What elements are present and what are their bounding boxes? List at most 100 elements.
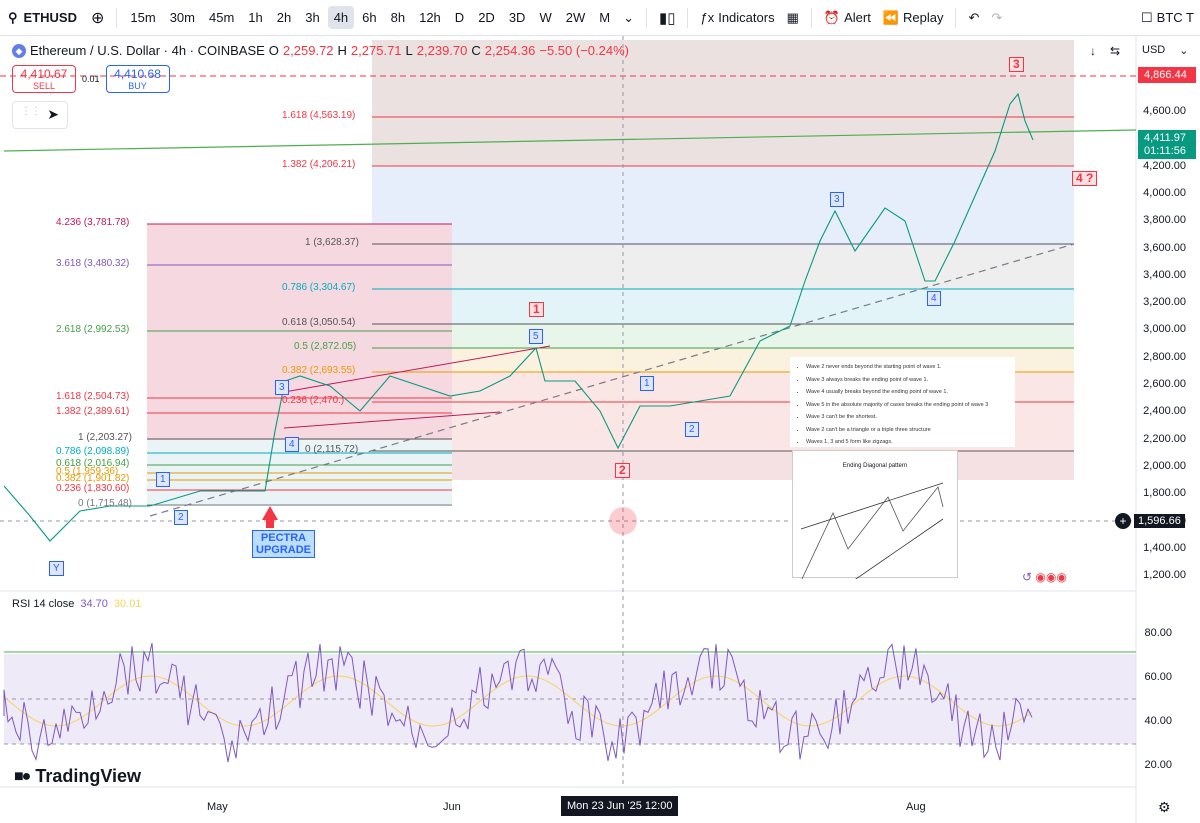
alert-button[interactable]: ⏰ Alert (818, 6, 877, 30)
wave-1b-marker[interactable]: 1 (640, 376, 654, 391)
interval-1h[interactable]: 1h (248, 10, 263, 25)
rsi-axis-label: 20.00 (1144, 759, 1172, 771)
interval-15m[interactable]: 15m (130, 10, 156, 25)
last-price-tag: 4,411.97 (1138, 130, 1196, 146)
divider (687, 7, 689, 28)
price-axis-label: 2,400.00 (1143, 405, 1186, 418)
replay-button[interactable]: ⏪ Replay (877, 6, 950, 30)
rsi-axis-label: 40.00 (1144, 715, 1172, 727)
fib-mid-label: 0.786 (3,304.67) (282, 282, 356, 293)
interval-45m[interactable]: 45m (208, 10, 235, 25)
wave-y-marker[interactable]: Y (49, 561, 64, 576)
wave-4-marker[interactable]: 4 (285, 437, 299, 452)
add-alert-icon[interactable]: + (1115, 513, 1131, 529)
legend-change: −5.50 (−0.24%) (539, 43, 629, 58)
fib-mid-label: 0.618 (3,050.54) (282, 317, 356, 328)
fib-left-label: 0.5 (1,959.36) (56, 466, 119, 477)
interval-12h[interactable]: 12h (419, 10, 441, 25)
left-fib-lines (147, 223, 452, 506)
indicators-button[interactable]: ƒx Indicators (694, 6, 780, 29)
sell-price: 4,410.67 (20, 67, 68, 81)
wave-big-2-marker[interactable]: 2 (615, 463, 630, 478)
compare-symbol-button[interactable]: ☐ BTC T (1135, 6, 1200, 30)
redo-icon[interactable]: ↷ (991, 9, 1003, 25)
price-axis-label: 2,000.00 (1143, 459, 1186, 472)
collapse-arrow-icon[interactable]: ↓ (1090, 44, 1096, 58)
fib-left-label: 0.382 (1,901.82) (56, 473, 130, 484)
wave-1-marker[interactable]: 1 (156, 472, 170, 487)
interval-2d[interactable]: 2D (478, 10, 495, 25)
add-symbol-icon[interactable]: ⊕ (90, 9, 105, 27)
replay-label: Replay (903, 10, 944, 25)
rule-item: Waves 1, 3 and 5 form like zigzags. (806, 436, 1007, 449)
interval-2w[interactable]: 2W (565, 10, 586, 25)
pectra-upgrade-label[interactable]: PECTRA UPGRADE (252, 530, 316, 558)
interval-2h[interactable]: 2h (276, 10, 292, 25)
divider (810, 7, 812, 28)
pectra-line-1: PECTRA (260, 532, 307, 544)
right-symbol-label: BTC T (1156, 10, 1194, 25)
interval-6h[interactable]: 6h (362, 10, 377, 25)
buy-button[interactable]: 4,410.68 BUY (105, 65, 170, 93)
rewind-icon: ⏪ (882, 9, 899, 25)
diagram-title: Ending Diagonal pattern (842, 463, 908, 469)
symbol-search[interactable]: ⚲ ETHUSD (0, 10, 85, 26)
templates-icon[interactable]: ▦ (786, 9, 799, 25)
legend-c-label: C (471, 43, 481, 58)
interval-3d[interactable]: 3D (508, 10, 526, 25)
elliott-rules-notes: Wave 2 never ends beyond the starting po… (790, 357, 1015, 447)
rsi-value: 34.70 (80, 598, 108, 610)
wave-2b-marker[interactable]: 2 (685, 422, 699, 437)
cursor-arrow-icon[interactable]: ➤ (47, 106, 59, 122)
currency-select[interactable]: USD ⌄ (1142, 44, 1188, 57)
rsi-axis-label: 80.00 (1144, 627, 1172, 639)
cursor-price-value: 1,596.66 (1134, 514, 1185, 528)
rule-item: Wave 3 can't be the shortest. (806, 411, 1007, 424)
wave-3b-marker[interactable]: 3 (830, 192, 844, 207)
currency-label: USD (1142, 44, 1166, 56)
legend-title[interactable]: Ethereum / U.S. Dollar · 4h · COINBASE (30, 43, 265, 58)
interval-8h[interactable]: 8h (390, 10, 406, 25)
wave-2-marker[interactable]: 2 (174, 510, 188, 525)
emoji-reactions[interactable]: ↺ ◉◉◉ (1022, 570, 1067, 584)
rule-item: Wave 4 usually breaks beyond the ending … (806, 386, 1007, 399)
wave-3-marker[interactable]: 3 (275, 380, 289, 395)
candles-icon[interactable]: ▮▯ (658, 9, 676, 27)
interval-w[interactable]: W (539, 10, 552, 25)
price-axis-label: 4,000.00 (1143, 186, 1186, 199)
interval-4h[interactable]: 4h (327, 6, 355, 29)
grey-dashed-trendline (149, 243, 1075, 517)
price-chart[interactable] (0, 36, 1200, 823)
wave-5-marker[interactable]: 5 (529, 329, 543, 344)
fib-left-label: 2.618 (2,992.53) (56, 324, 130, 335)
wave-big-4-marker[interactable]: 4 ? (1072, 171, 1098, 186)
x-label-jun: Jun (443, 801, 461, 813)
wave-4b-marker[interactable]: 4 (927, 291, 941, 306)
price-axis-label: 2,800.00 (1143, 350, 1186, 363)
fib-band-blue (372, 166, 1074, 246)
rsi-legend[interactable]: RSI 14 close 34.70 30.01 (12, 598, 141, 610)
wedge-upper-line (283, 345, 551, 393)
settings-gear-icon[interactable]: ⚙ (1158, 799, 1171, 815)
diagonal-pattern-graphic (800, 482, 944, 582)
rule-item: Wave 5 in the absolute majority of cases… (806, 399, 1007, 412)
undo-icon[interactable]: ↶ (968, 9, 980, 25)
legend-low: 2,239.70 (416, 43, 468, 58)
price-axis-label: 1,200.00 (1143, 569, 1186, 582)
alarm-clock-icon: ⏰ (823, 9, 841, 25)
drag-handle-icon[interactable]: ⋮⋮ (21, 106, 41, 117)
divider (645, 7, 647, 28)
interval-3h[interactable]: 3h (305, 10, 320, 25)
sell-button[interactable]: 4,410.67 SELL (12, 65, 76, 93)
interval-m[interactable]: M (599, 10, 611, 25)
wave-big-1-marker[interactable]: 1 (529, 302, 544, 317)
interval-30m[interactable]: 30m (169, 10, 195, 25)
wave-big-3-marker[interactable]: 3 (1009, 57, 1024, 72)
rule-item: Wave 2 can't be a triangle or a triple t… (806, 424, 1007, 437)
interval-dropdown-icon[interactable]: ⌄ (623, 9, 634, 25)
interval-d[interactable]: D (454, 10, 465, 25)
maximize-icon[interactable]: ⇆ (1110, 44, 1121, 58)
fib-band-grey (372, 246, 1074, 290)
cursor-tool-widget[interactable]: ⋮⋮ ➤ (12, 101, 68, 129)
